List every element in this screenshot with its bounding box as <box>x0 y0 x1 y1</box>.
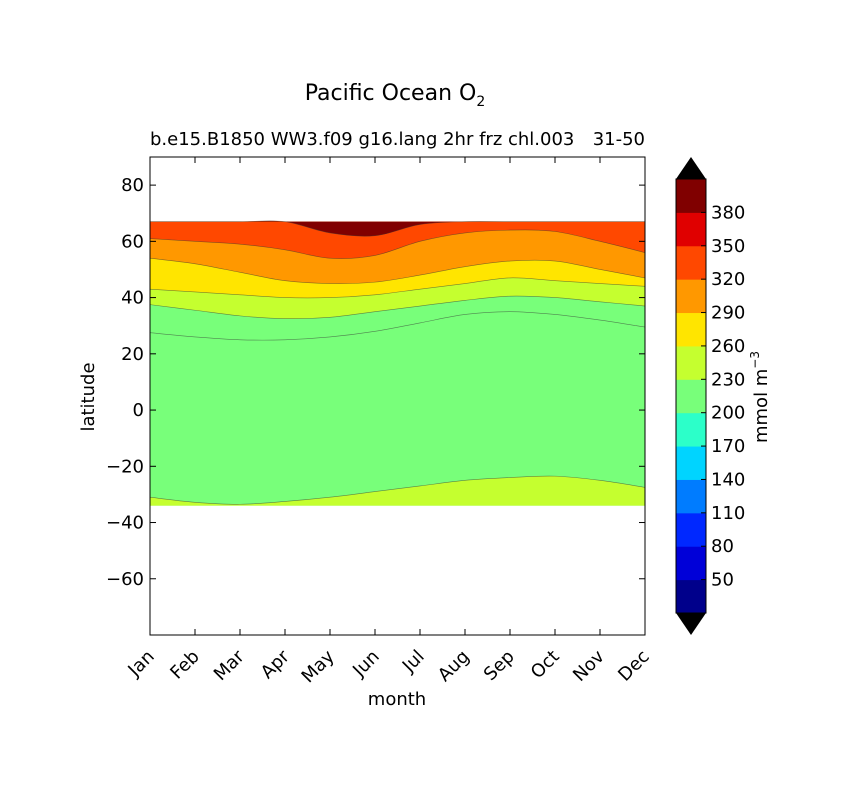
colorbar-tick-label-50: 50 <box>711 570 734 591</box>
contour-layer <box>150 220 645 506</box>
x-tick-label-jul: Jul <box>398 646 429 677</box>
colorbar-segment-3 <box>676 479 706 514</box>
colorbar-segment-9 <box>676 279 706 314</box>
colorbar-tick-label-260: 260 <box>711 336 745 357</box>
colorbar-extend-high <box>676 157 706 179</box>
colorbar-label: mmol m−3 <box>748 351 772 443</box>
y-tick-label-6: −40 <box>106 513 144 534</box>
colorbar-segment-10 <box>676 245 706 280</box>
colorbar-segment-6 <box>676 379 706 414</box>
contour-line-320 <box>150 257 645 284</box>
colorbar-tick-label-230: 230 <box>711 369 745 390</box>
x-tick-label-mar: Mar <box>210 646 249 685</box>
x-tick-label-dec: Dec <box>614 646 653 685</box>
x-tick-label-nov: Nov <box>569 646 609 686</box>
contour-line-380 <box>150 220 645 237</box>
colorbar-frame <box>675 178 707 614</box>
y-tick-label-5: −20 <box>106 456 144 477</box>
colorbar: 380 350 320 290 260 230 200 170 140 110 80 50 <box>675 157 745 635</box>
axis-ticks <box>149 157 646 635</box>
colorbar-tick-label-110: 110 <box>711 503 745 524</box>
colorbar-tick-label-320: 320 <box>711 269 745 290</box>
x-tick-label-jun: Jun <box>348 646 383 681</box>
colorbar-segment-4 <box>676 446 706 480</box>
contour-band-200 <box>150 476 645 506</box>
x-tick-label-jan: Jan <box>124 646 159 681</box>
colorbar-tick-label-350: 350 <box>711 236 745 257</box>
contour-line-290 <box>150 277 645 299</box>
x-tick-label-oct: Oct <box>527 646 564 683</box>
chart-subtitle-right: 31-50 <box>593 129 645 150</box>
x-tick-label-feb: Feb <box>166 646 203 683</box>
colorbar-segment-12 <box>676 179 706 213</box>
x-tick-labels: Jan Feb Mar Apr May Jun Jul Aug Sep Oct Nov Dec <box>124 646 654 688</box>
x-axis-label: month <box>368 689 426 710</box>
plot-area <box>149 156 646 636</box>
contour-line-350 <box>150 229 645 259</box>
y-tick-label-2: 40 <box>121 288 144 309</box>
contour-band-350 <box>150 221 645 259</box>
colorbar-segment-5 <box>676 412 706 447</box>
colorbar-tick-label-170: 170 <box>711 436 745 457</box>
colorbar-segment-0 <box>676 579 706 614</box>
contour-line-200 <box>150 475 645 505</box>
x-tick-label-aug: Aug <box>434 646 474 686</box>
y-tick-label-0: 80 <box>121 175 144 196</box>
colorbar-tick-label-380: 380 <box>711 202 745 223</box>
colorbar-segment-8 <box>676 312 706 347</box>
colorbar-tick-label-290: 290 <box>711 303 745 324</box>
colorbar-tick-label-200: 200 <box>711 403 745 424</box>
contour-line-260 <box>150 295 645 320</box>
y-tick-label-7: −60 <box>106 569 144 590</box>
x-tick-label-may: May <box>298 646 339 687</box>
x-tick-label-apr: Apr <box>257 646 294 683</box>
colorbar-tick-label-140: 140 <box>711 469 745 490</box>
x-tick-label-sep: Sep <box>480 646 519 685</box>
colorbar-extend-low <box>676 613 706 635</box>
colorbar-segment-2 <box>676 512 706 547</box>
colorbar-segment-1 <box>676 546 706 581</box>
colorbar-segment-11 <box>676 212 706 247</box>
plot-frame <box>149 156 646 636</box>
chart-title: Pacific Ocean O2 <box>305 81 486 110</box>
y-tick-labels: 80 60 40 20 0 −20 −40 −60 <box>106 175 144 590</box>
y-tick-label-3: 20 <box>121 344 144 365</box>
colorbar-segment-7 <box>676 345 706 380</box>
contour-line-230 <box>150 311 645 341</box>
y-tick-label-4: 0 <box>133 400 144 421</box>
chart-subtitle-left: b.e15.B1850 WW3.f09 g16.lang 2hr frz chl… <box>150 129 574 150</box>
contour-band-380 <box>150 220 645 237</box>
y-tick-label-1: 60 <box>121 231 144 252</box>
colorbar-tick-label-80: 80 <box>711 536 734 557</box>
y-axis-label: latitude <box>78 362 99 431</box>
